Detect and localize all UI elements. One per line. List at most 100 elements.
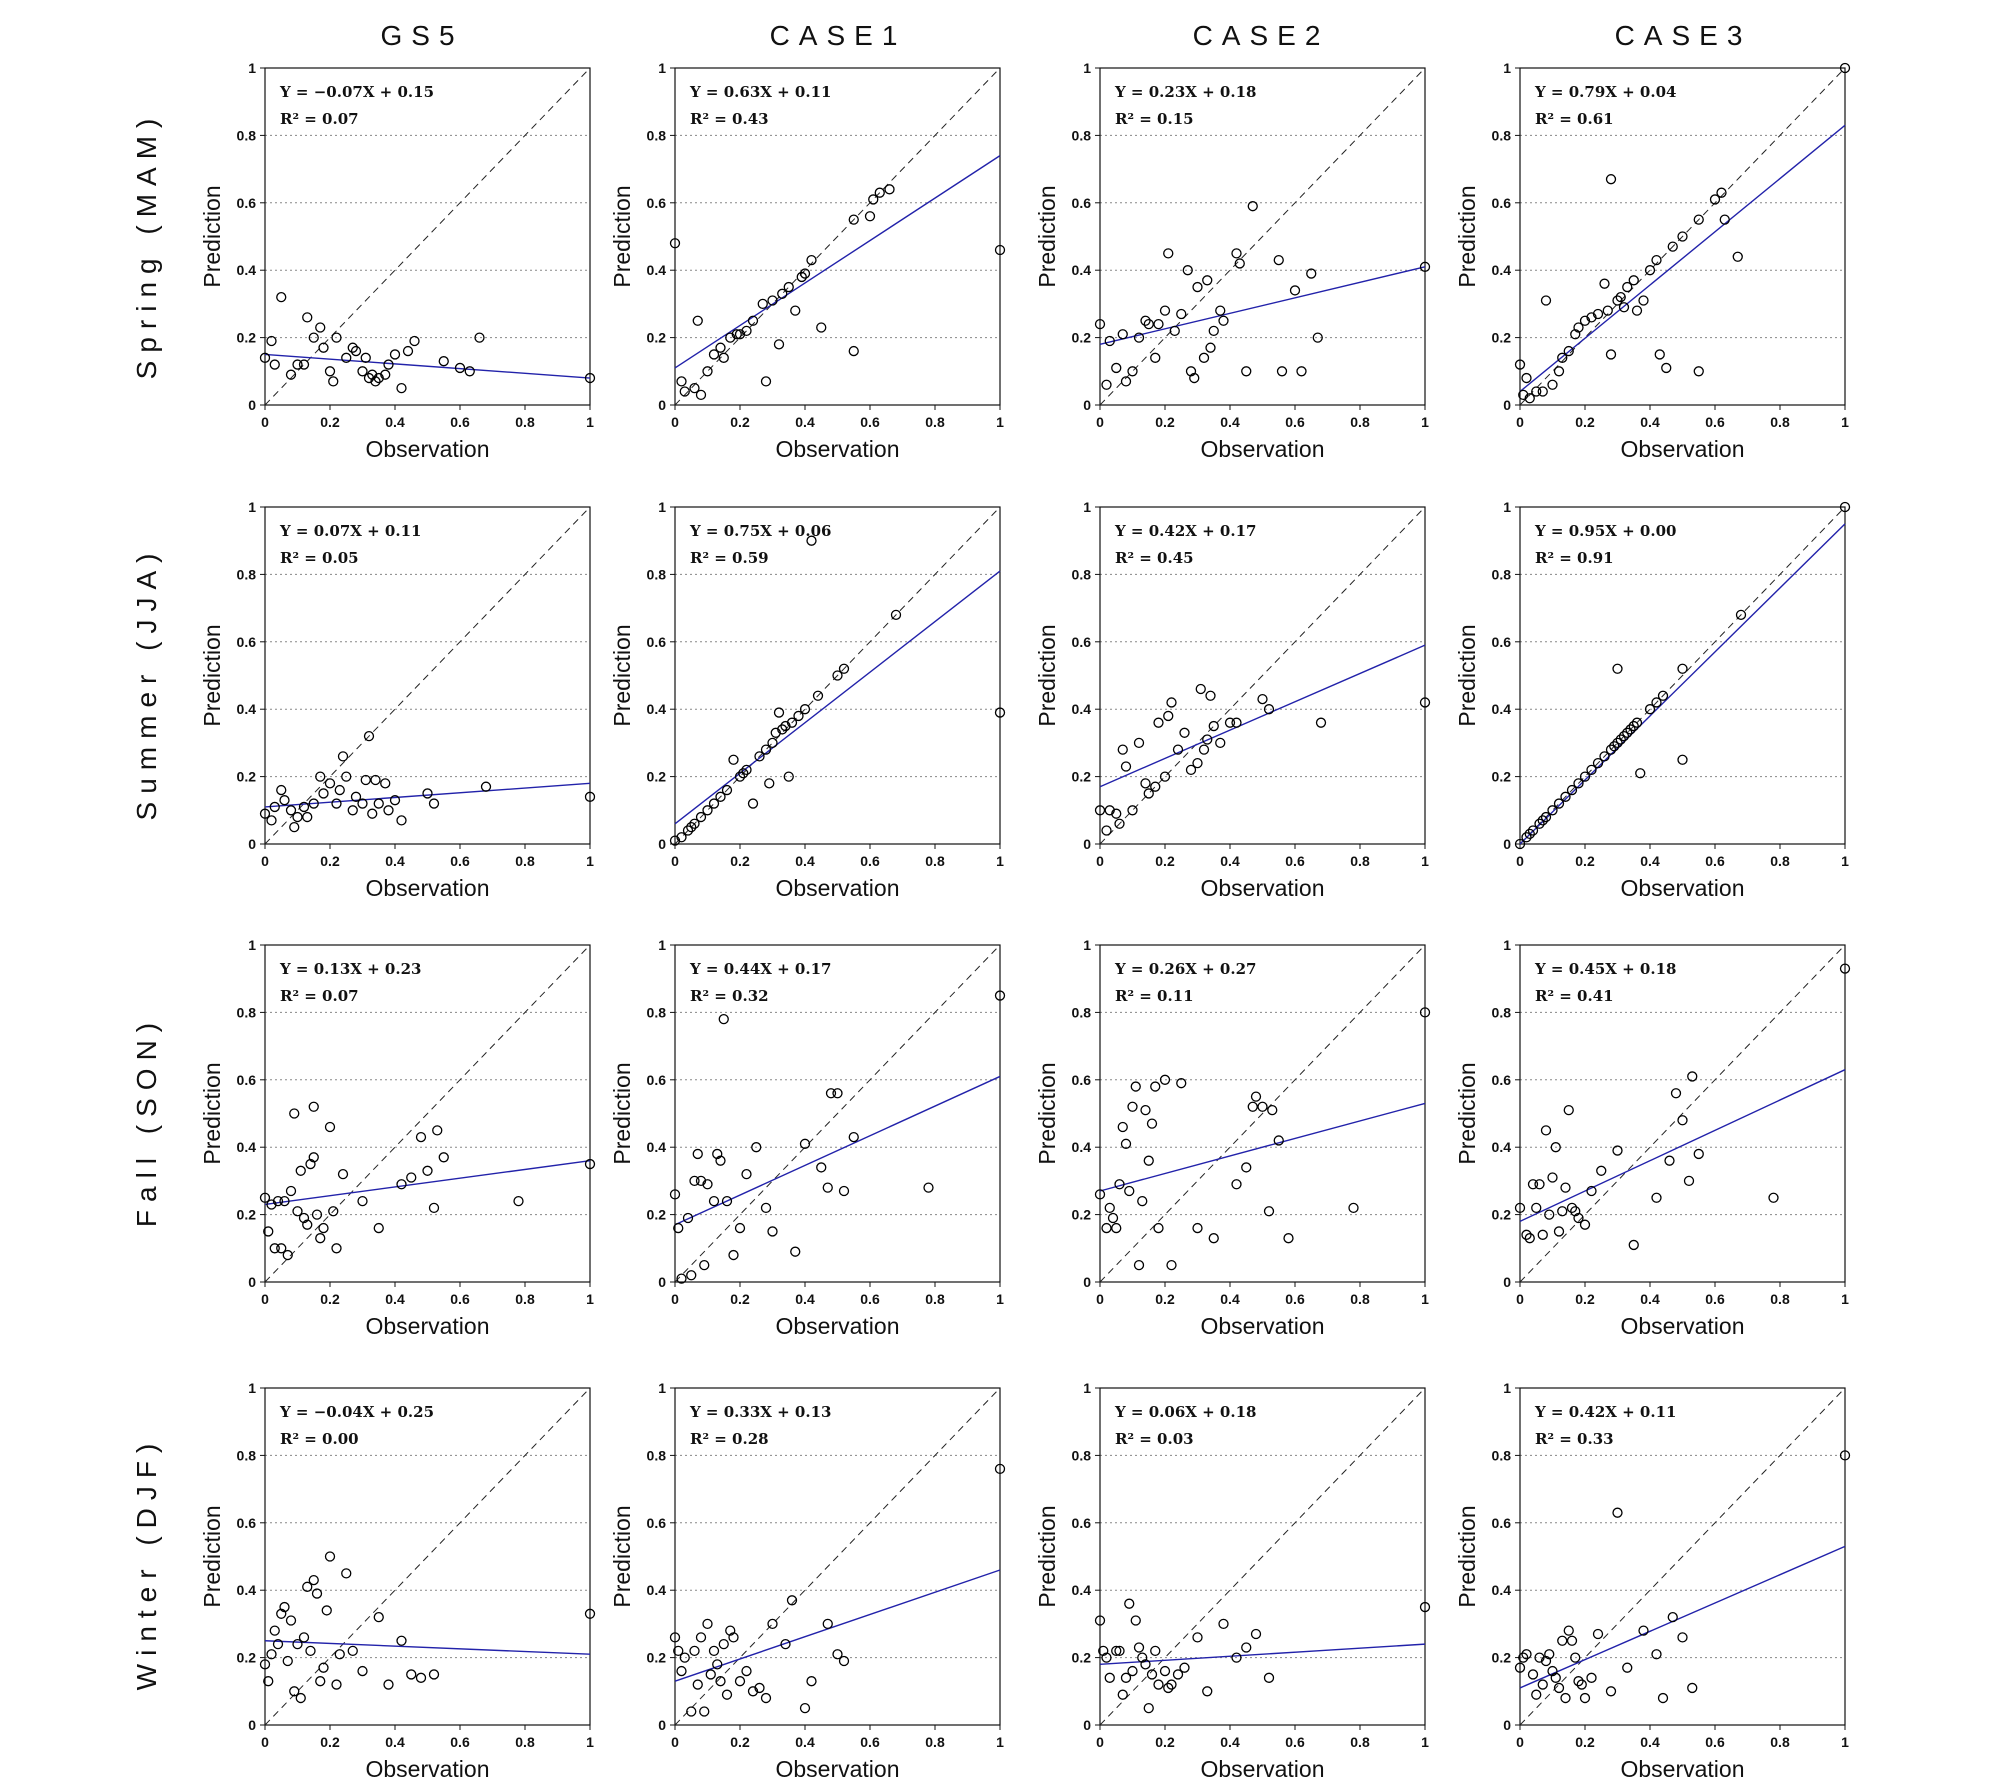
data-point [292,1206,303,1217]
data-point [1192,1222,1203,1234]
data-point [308,332,319,343]
r-squared-label: R² = 0.05 [280,549,359,567]
data-point [715,791,726,802]
data-point [725,1625,736,1636]
x-tick-label: 0.8 [1350,853,1370,869]
data-point [1550,1142,1561,1153]
data-point [279,795,290,806]
data-point [751,1142,762,1153]
data-point [1628,275,1639,286]
x-axis-label: Observation [775,436,899,462]
data-point [1693,214,1704,225]
data-point [1218,1618,1229,1630]
y-tick-label: 0.2 [647,1650,667,1666]
data-point [806,1676,817,1687]
row-titles: Spring (MAM) Summer (JJA) Fall (SON) Win… [131,111,162,1691]
data-point [1215,737,1226,749]
x-tick-label: 0.6 [1285,1734,1305,1750]
data-point [1140,1104,1151,1116]
data-point [266,815,277,826]
x-tick-label: 0.8 [1770,853,1790,869]
x-tick-label: 0.6 [450,414,470,430]
scatter-panel: 0 0.2 0.4 0.6 0.8 1 0 0.2 0.4 0.6 0.8 1 Y = 0.07X + … [199,499,596,901]
data-point [1094,805,1106,816]
scatter-panel: 0 0.2 0.4 0.6 0.8 1 0 0.2 0.4 0.6 0.8 1 Y = 0.75X + … [609,499,1006,901]
data-point [272,1638,284,1650]
data-point [1120,761,1132,772]
one-to-one-line [674,944,1001,1283]
r-squared-label: R² = 0.41 [1535,987,1614,1005]
data-point [994,244,1006,256]
y-tick-label: 0.8 [647,127,667,143]
data-point [786,1595,798,1606]
data-point [1518,389,1529,401]
data-point [1218,315,1229,326]
data-point [1534,1652,1545,1663]
data-point [360,774,371,786]
data-point [1306,268,1317,279]
data-point [1605,174,1617,185]
x-axis-label: Observation [1200,436,1324,462]
data-point [702,366,713,377]
x-tick-label: 0.6 [1705,853,1725,869]
data-point [1143,1155,1154,1166]
data-point [754,1682,765,1694]
data-point [890,609,902,620]
x-tick-label: 1 [996,414,1004,430]
data-point [328,376,339,387]
data-point [341,771,352,782]
data-point [1101,1222,1112,1234]
data-point [1176,1078,1187,1089]
regression-equation: Y = 0.44X + 0.17 [689,960,831,978]
data-point [708,1645,720,1657]
data-point [695,811,707,823]
data-point [1550,1672,1561,1683]
data-point [1635,768,1646,779]
x-tick-label: 0.4 [1640,414,1660,430]
row-title-winter: Winter (DJF) [131,1436,162,1691]
y-tick-label: 0.4 [647,262,667,278]
data-point [269,1243,280,1254]
plot-frame [1519,67,1846,406]
data-point [308,1574,319,1586]
data-point [396,815,407,826]
regression-equation: Y = 0.26X + 0.27 [1114,960,1256,978]
data-point [1267,1104,1278,1116]
y-tick-label: 0 [1503,836,1511,852]
data-point [1205,342,1216,353]
data-point [695,1175,707,1187]
data-point [1579,315,1591,326]
data-point [1563,345,1574,357]
data-point [1127,1665,1138,1677]
data-point [721,1689,733,1700]
data-point [1563,1625,1574,1636]
one-to-one-line [1099,506,1426,845]
data-point [796,271,807,283]
data-point [760,1692,772,1704]
data-point [266,1199,277,1210]
data-point [747,798,759,809]
data-point [292,1638,303,1650]
x-tick-label: 0.2 [1155,414,1175,430]
data-point [1241,366,1252,377]
y-tick-label: 0.8 [237,1447,257,1463]
data-point [1143,318,1154,330]
data-point [1839,1450,1851,1461]
x-tick-label: 1 [1841,1291,1849,1307]
y-tick-label: 0 [658,397,666,413]
y-tick-label: 0.8 [1072,566,1092,582]
data-point [1693,366,1704,377]
x-tick-label: 0.4 [795,1291,815,1307]
x-tick-label: 0.2 [320,414,340,430]
data-point [1638,295,1649,306]
y-tick-label: 0 [658,836,666,852]
data-point [1622,281,1633,293]
y-tick-label: 0.4 [647,701,667,717]
data-point [302,1581,313,1592]
data-point [1586,1185,1597,1197]
regression-equation: Y = 0.07X + 0.11 [279,522,421,540]
data-point [1514,838,1526,850]
data-point [1625,724,1636,735]
scatter-panel: 0 0.2 0.4 0.6 0.8 1 0 0.2 0.4 0.6 0.8 1 Y = 0.23X + … [1034,60,1431,462]
data-point [702,1618,713,1630]
